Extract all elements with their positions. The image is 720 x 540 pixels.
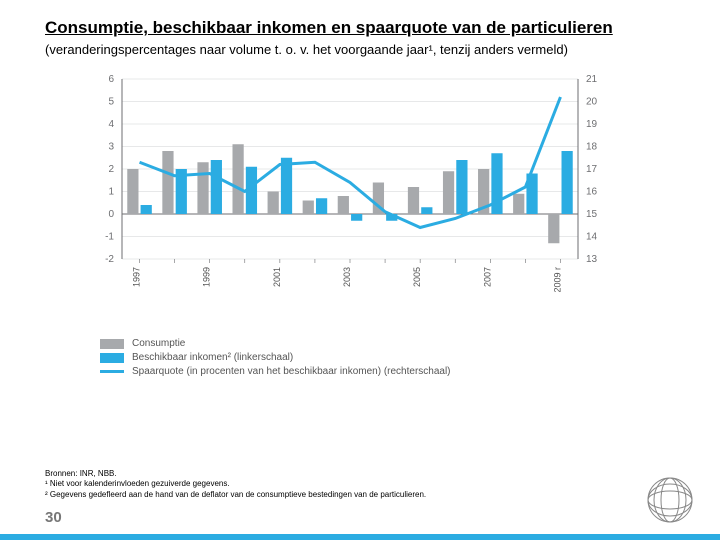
legend-label: Consumptie <box>132 338 185 349</box>
svg-text:5: 5 <box>108 97 114 108</box>
legend-item-consumptie: Consumptie <box>100 338 720 349</box>
svg-text:17: 17 <box>586 164 598 175</box>
chart-container: -2 -1 0 1 2 3 4 5 6 13 14 15 16 17 18 19 20 21 1997 1999 200… <box>80 69 620 328</box>
svg-text:16: 16 <box>586 187 598 198</box>
svg-text:4: 4 <box>108 119 114 130</box>
svg-text:2005: 2005 <box>412 267 422 287</box>
svg-text:14: 14 <box>586 232 598 243</box>
legend-label: Spaarquote (in procenten van het beschik… <box>132 366 451 377</box>
svg-text:2007: 2007 <box>482 267 492 287</box>
swatch-line <box>100 370 124 373</box>
page-subtitle: (veranderingspercentages naar volume t. … <box>0 40 720 65</box>
svg-text:-1: -1 <box>105 232 114 243</box>
svg-text:3: 3 <box>108 142 114 153</box>
page-title: Consumptie, beschikbaar inkomen en spaar… <box>0 0 720 40</box>
svg-text:15: 15 <box>586 209 598 220</box>
svg-text:-2: -2 <box>105 254 114 265</box>
svg-text:21: 21 <box>586 74 598 85</box>
svg-text:2009 r: 2009 r <box>552 267 562 293</box>
svg-text:2003: 2003 <box>342 267 352 287</box>
legend-item-inkomen: Beschikbaar inkomen² (linkerschaal) <box>100 352 720 363</box>
svg-text:1999: 1999 <box>202 267 212 287</box>
footnote-1: ¹ Niet voor kalenderinvloeden gezuiverde… <box>45 479 426 489</box>
legend-label: Beschikbaar inkomen² (linkerschaal) <box>132 352 293 363</box>
source-line: Bronnen: INR, NBB. <box>45 469 426 479</box>
svg-text:2: 2 <box>108 164 114 175</box>
footnote-2: ² Gegevens gedefleerd aan de hand van de… <box>45 490 426 500</box>
svg-text:1997: 1997 <box>132 267 142 287</box>
svg-text:20: 20 <box>586 97 598 108</box>
accent-bar <box>0 534 720 540</box>
swatch-grey <box>100 339 124 349</box>
svg-text:18: 18 <box>586 142 598 153</box>
legend-item-spaarquote: Spaarquote (in procenten van het beschik… <box>100 366 720 377</box>
chart-legend: Consumptie Beschikbaar inkomen² (linkers… <box>100 338 720 377</box>
page-number: 30 <box>45 509 62 526</box>
swatch-blue <box>100 353 124 363</box>
nbb-logo-icon <box>640 470 696 526</box>
svg-text:13: 13 <box>586 254 598 265</box>
svg-text:6: 6 <box>108 74 114 85</box>
svg-text:2001: 2001 <box>272 267 282 287</box>
svg-text:1: 1 <box>108 187 114 198</box>
svg-text:0: 0 <box>108 209 114 220</box>
footer-notes: Bronnen: INR, NBB. ¹ Niet voor kalenderi… <box>45 469 426 500</box>
svg-text:19: 19 <box>586 119 598 130</box>
combo-chart: -2 -1 0 1 2 3 4 5 6 13 14 15 16 17 18 19 20 21 1997 1999 200… <box>80 69 620 323</box>
